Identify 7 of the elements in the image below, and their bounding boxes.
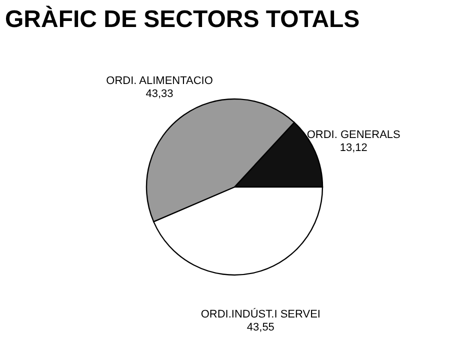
data-label: 43,55 [246, 321, 274, 334]
chart-title: GRÀFIC DE SECTORS TOTALS [5, 5, 360, 33]
slice-label: ORDI. ALIMENTACIO [106, 74, 214, 87]
slice-label: ORDI.INDÚST.I SERVEI [200, 307, 320, 320]
slice-label: ORDI. GENERALS [306, 128, 400, 141]
data-label: 43,33 [146, 88, 174, 100]
data-label: 13,12 [340, 142, 368, 154]
